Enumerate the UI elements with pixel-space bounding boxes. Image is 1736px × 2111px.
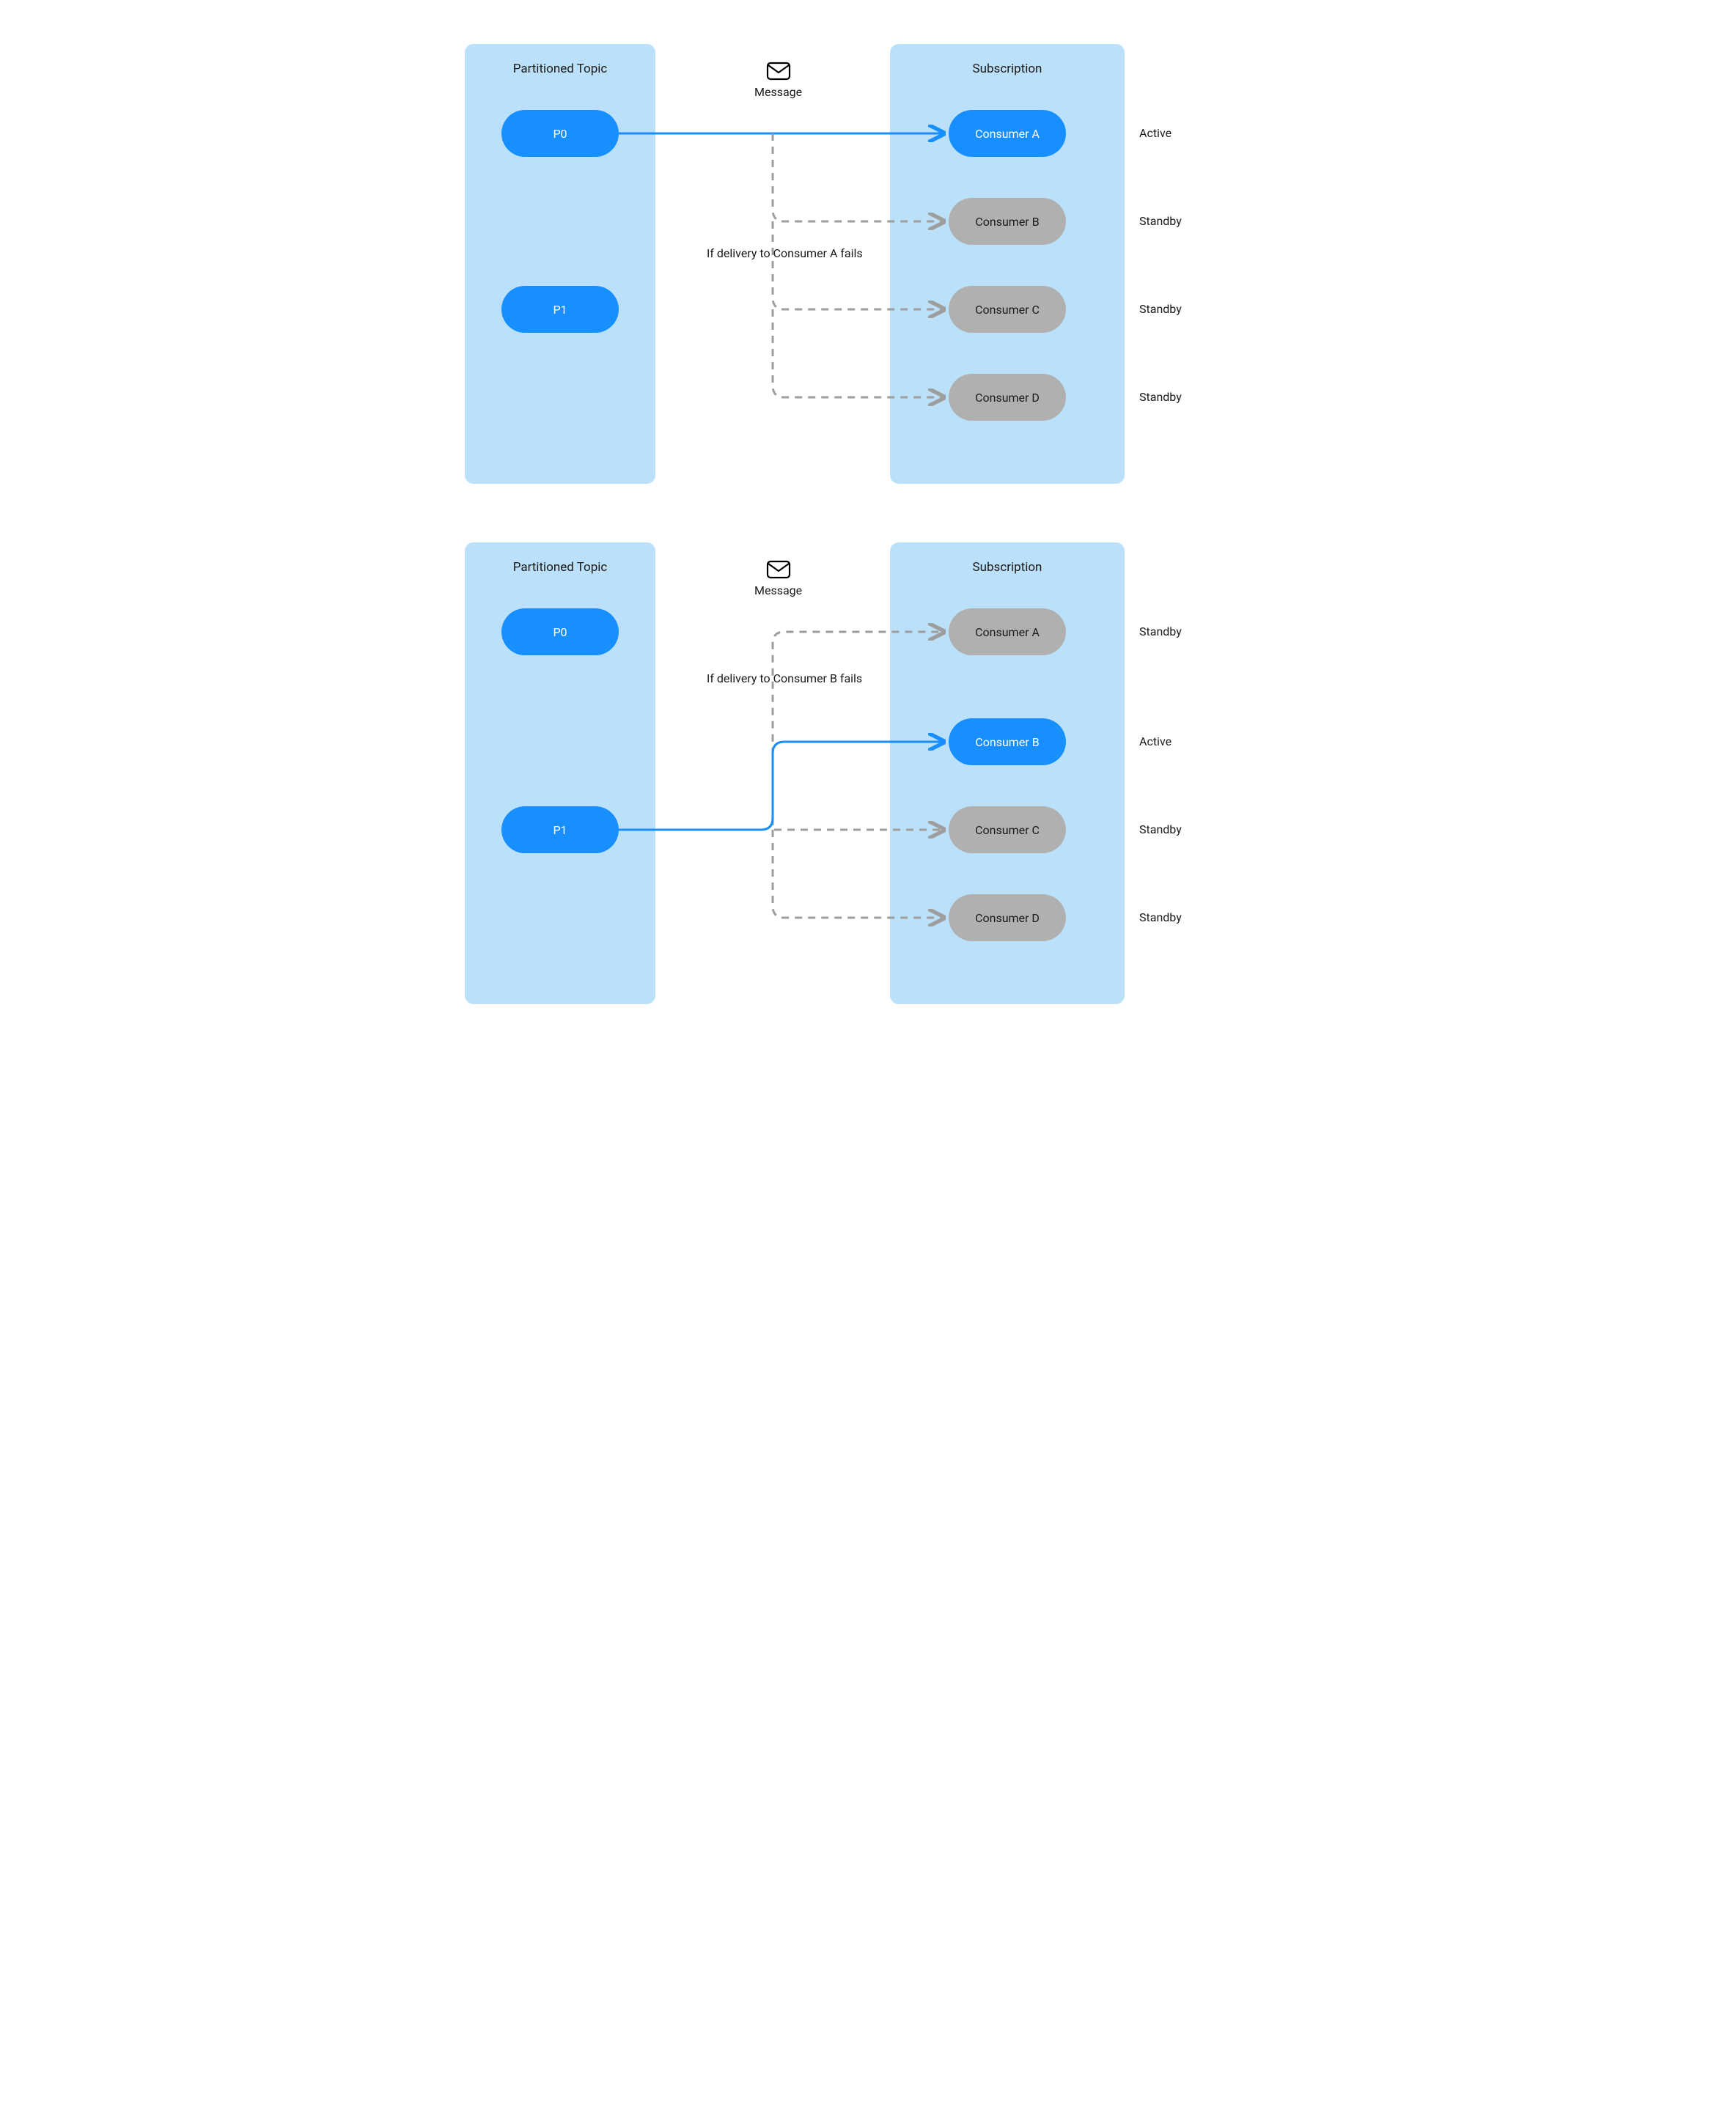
topic-panel-title: Partitioned Topic bbox=[465, 62, 655, 76]
consumer-d: Consumer D bbox=[949, 374, 1066, 421]
consumer-label: Consumer D bbox=[975, 391, 1040, 405]
partition-label: P1 bbox=[553, 823, 567, 837]
consumer-b: Consumer B bbox=[949, 718, 1066, 765]
diagram-bottom: Partitioned Topic Subscription Message I… bbox=[465, 542, 1271, 1019]
consumer-d: Consumer D bbox=[949, 894, 1066, 941]
consumer-a: Consumer A bbox=[949, 110, 1066, 157]
subscription-panel-title: Subscription bbox=[890, 62, 1125, 76]
consumer-label: Consumer D bbox=[975, 911, 1040, 925]
message-icon-group: Message bbox=[754, 560, 802, 597]
fail-text: If delivery to Consumer B fails bbox=[707, 671, 862, 685]
consumer-label: Consumer A bbox=[975, 625, 1040, 639]
consumer-label: Consumer C bbox=[975, 303, 1040, 317]
consumer-b-status: Active bbox=[1139, 734, 1172, 748]
partition-p1: P1 bbox=[501, 286, 619, 333]
consumer-d-status: Standby bbox=[1139, 390, 1182, 404]
partition-label: P0 bbox=[553, 127, 567, 141]
partition-label: P1 bbox=[553, 303, 567, 317]
consumer-a-status: Active bbox=[1139, 126, 1172, 140]
consumer-label: Consumer B bbox=[975, 735, 1039, 749]
diagram-top: Partitioned Topic Subscription Message I… bbox=[465, 44, 1271, 498]
envelope-icon bbox=[766, 560, 791, 579]
consumer-label: Consumer A bbox=[975, 127, 1040, 141]
consumer-c: Consumer C bbox=[949, 806, 1066, 853]
consumer-c-status: Standby bbox=[1139, 302, 1182, 316]
consumer-c-status: Standby bbox=[1139, 822, 1182, 836]
partition-p0: P0 bbox=[501, 608, 619, 655]
consumer-label: Consumer B bbox=[975, 215, 1039, 229]
envelope-icon bbox=[766, 62, 791, 81]
partition-p0: P0 bbox=[501, 110, 619, 157]
subscription-panel-title: Subscription bbox=[890, 560, 1125, 575]
fail-text: If delivery to Consumer A fails bbox=[707, 246, 863, 260]
consumer-c: Consumer C bbox=[949, 286, 1066, 333]
consumer-b-status: Standby bbox=[1139, 214, 1182, 228]
message-icon-group: Message bbox=[754, 62, 802, 99]
consumer-label: Consumer C bbox=[975, 823, 1040, 837]
consumer-a-status: Standby bbox=[1139, 625, 1182, 638]
consumer-b: Consumer B bbox=[949, 198, 1066, 245]
partition-label: P0 bbox=[553, 625, 567, 639]
topic-panel-title: Partitioned Topic bbox=[465, 560, 655, 575]
partition-p1: P1 bbox=[501, 806, 619, 853]
message-label: Message bbox=[754, 583, 802, 597]
message-label: Message bbox=[754, 85, 802, 99]
consumer-d-status: Standby bbox=[1139, 910, 1182, 924]
consumer-a: Consumer A bbox=[949, 608, 1066, 655]
